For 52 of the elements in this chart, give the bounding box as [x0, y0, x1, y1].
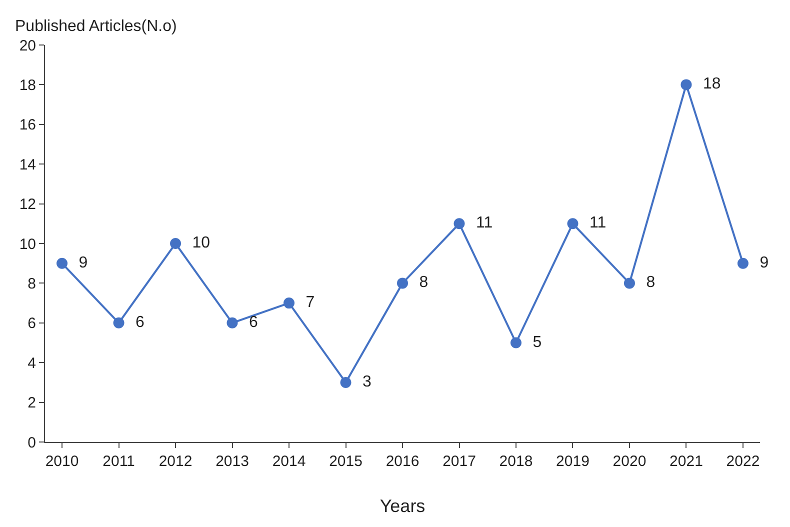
point: [680, 79, 692, 90]
y-tick-label: 4: [28, 354, 36, 372]
point: [170, 238, 182, 249]
data-label: 8: [637, 274, 656, 292]
point: [454, 218, 465, 230]
point: [56, 258, 68, 269]
data-label: 5: [524, 334, 542, 351]
point: [624, 278, 635, 289]
y-tick-label: 10: [19, 236, 36, 253]
x-tick-label: 2015: [329, 453, 362, 470]
x-tick-label: 2017: [442, 453, 476, 470]
data-label: 6: [126, 314, 145, 331]
data-label: 8: [410, 274, 428, 292]
data-label: 18: [694, 76, 721, 93]
point: [567, 218, 578, 230]
x-tick-label: 2022: [726, 453, 760, 470]
y-tick-label: 8: [28, 275, 36, 292]
y-tick-label: 18: [19, 76, 36, 94]
x-tick-label: 2010: [45, 453, 79, 470]
x-tick-label: 2011: [102, 453, 135, 470]
data-label: 10: [183, 234, 210, 252]
y-tick-label: 6: [28, 315, 36, 332]
y-tick-label: 2: [28, 394, 36, 412]
data-label: 6: [240, 314, 258, 331]
x-tick-label: 2014: [272, 453, 306, 470]
point: [340, 376, 352, 388]
data-label: 7: [296, 294, 315, 312]
point: [113, 317, 124, 328]
x-tick-label: 2019: [556, 453, 590, 470]
y-tick-label: 16: [19, 116, 36, 134]
y-tick-label: 12: [19, 196, 36, 214]
x-tick-label: 2021: [670, 453, 703, 470]
x-tick-label: 2012: [158, 453, 192, 470]
data-label: 3: [354, 373, 372, 390]
x-tick-label: 2020: [612, 453, 646, 470]
data-label: 11: [580, 214, 606, 232]
data-label: 11: [467, 214, 493, 232]
x-tick-label: 2016: [386, 453, 420, 470]
point: [226, 317, 238, 328]
data-label: 9: [750, 254, 769, 272]
y-tick-label: 20: [19, 37, 36, 54]
point: [737, 258, 748, 269]
x-tick-label: 2018: [499, 453, 533, 470]
point: [510, 337, 522, 348]
x-tick-label: 2013: [216, 453, 249, 470]
point: [397, 278, 408, 289]
y-axis-title: Published Articles(N.o): [15, 18, 177, 35]
y-tick-label: 0: [28, 434, 36, 452]
x-axis-title: Years: [380, 496, 426, 516]
point: [284, 298, 295, 309]
y-tick-label: 14: [19, 156, 36, 174]
data-label: 9: [70, 254, 88, 272]
